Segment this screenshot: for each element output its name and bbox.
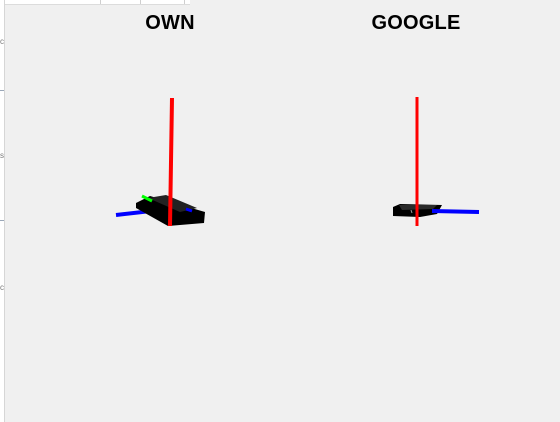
toolbar-divider (100, 0, 101, 4)
google-panel: GOOGLE (286, 0, 546, 422)
own-panel: OWN (40, 0, 300, 422)
own-y-axis (141, 194, 153, 203)
toolbar-divider (184, 0, 185, 4)
google-y-axis (410, 209, 413, 214)
edge-tick (0, 90, 4, 91)
google-panel-title: GOOGLE (371, 12, 461, 34)
own-z-axis (168, 97, 174, 227)
toolbar-divider (140, 0, 141, 4)
edge-glyph: c (0, 284, 4, 291)
own-panel-title: OWN (145, 12, 195, 34)
own-device-top (148, 195, 197, 212)
edge-tick (0, 220, 4, 221)
top-toolbar-edge (0, 0, 190, 5)
left-panel-edge[interactable]: c s c (0, 0, 5, 422)
google-orientation-model (393, 97, 480, 226)
edge-glyph: s (0, 152, 4, 159)
own-x-axis-tip (185, 207, 193, 213)
google-x-axis (431, 209, 480, 214)
own-orientation-model (115, 97, 205, 227)
edge-glyph: c (0, 38, 4, 45)
